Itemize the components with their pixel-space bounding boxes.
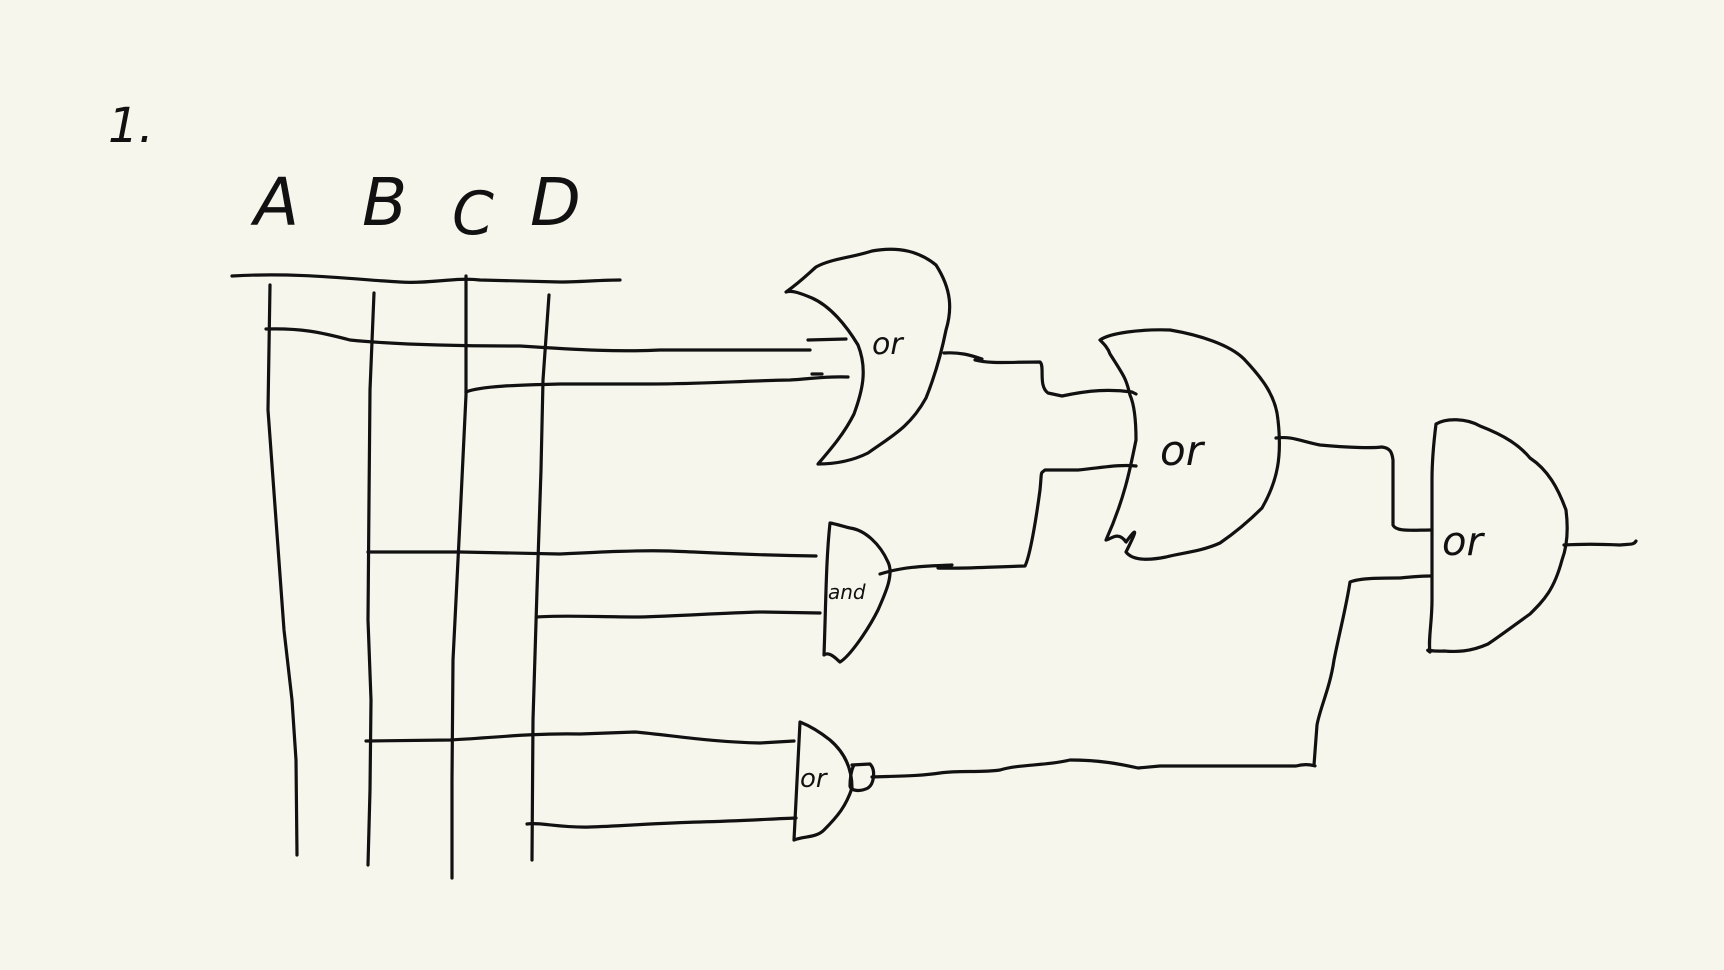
wire-g4-to-g5 — [1274, 435, 1434, 532]
g1-input-stub-1 — [806, 337, 848, 342]
wire-g1-to-g4 — [942, 351, 1138, 398]
wire-d-to-g3 — [525, 816, 798, 829]
g3-or-gate-shape — [792, 720, 854, 842]
g1-or-gate-shape — [784, 247, 952, 466]
gate-4-label: or — [1160, 426, 1203, 475]
gate-3-label: or — [800, 764, 827, 794]
rail-b — [366, 291, 376, 867]
rail-d — [530, 293, 551, 862]
g5-or-gate-shape — [1426, 418, 1569, 654]
wire-g3-to-g5 — [870, 574, 1432, 779]
wire-b-to-g2 — [366, 549, 818, 558]
wire-b-to-g3 — [364, 730, 796, 745]
wire-g2-to-g4 — [878, 463, 1138, 576]
gate-5-label: or — [1442, 519, 1483, 565]
wire-d-to-g2 — [535, 610, 822, 619]
input-label-d: D — [530, 164, 581, 241]
gate-2-label: and — [828, 580, 866, 604]
input-label-a: A — [254, 164, 300, 241]
rail-a — [266, 283, 299, 857]
problem-number: 1. — [108, 98, 154, 154]
output-wire — [1562, 539, 1638, 547]
wire-c-to-g1 — [464, 375, 850, 394]
g4-or-gate-shape — [1098, 328, 1282, 561]
input-label-c: C — [452, 179, 494, 249]
g3-inversion-bubble — [848, 762, 876, 793]
input-label-b: B — [362, 164, 408, 241]
rail-c — [450, 274, 468, 880]
input-bus-line — [230, 273, 622, 284]
gate-1-label: or — [872, 327, 903, 362]
g2-and-gate-shape — [822, 521, 892, 664]
wire-a-to-g1 — [264, 327, 812, 353]
